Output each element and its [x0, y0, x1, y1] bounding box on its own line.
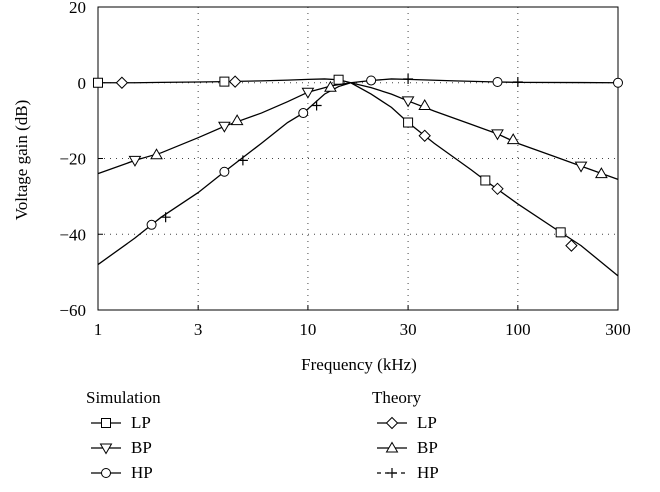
y-tick-label: 0 [78, 74, 87, 93]
data-point-theory-hp [311, 100, 322, 111]
series-simulation-lp [93, 74, 619, 277]
series-theory-lp [115, 75, 578, 252]
series-simulation-hp [97, 75, 623, 266]
x-tick-label: 30 [400, 320, 417, 339]
data-point-simulation-hp [366, 75, 377, 86]
legend-entry: HP [417, 463, 439, 482]
legend-marker [99, 443, 113, 455]
data-point-theory-hp [160, 212, 171, 223]
data-point-simulation-lp [555, 227, 566, 238]
data-point-theory-lp [228, 75, 242, 88]
series-theory-hp [160, 73, 523, 223]
data-point-simulation-bp [218, 121, 231, 133]
series-theory-bp [150, 80, 608, 179]
legend-entry: LP [131, 413, 151, 432]
data-point-simulation-hp [492, 76, 503, 87]
plot-series [93, 73, 623, 277]
data-point-simulation-lp [93, 77, 103, 88]
series-line-simulation-bp [97, 82, 619, 180]
legend-marker [385, 441, 399, 453]
legend: Simulation LP BP HP Theory LP BP HP [86, 388, 439, 482]
data-point-simulation-lp [403, 117, 414, 128]
series-line-simulation-hp [97, 78, 619, 266]
data-point-simulation-bp [491, 129, 504, 141]
grid [98, 7, 618, 310]
legend-entry: BP [131, 438, 152, 457]
legend-entry: LP [417, 413, 437, 432]
data-point-theory-hp [237, 155, 248, 166]
data-point-simulation-bp [401, 96, 415, 108]
data-point-simulation-bp [301, 87, 315, 99]
x-axis-label: Frequency (kHz) [301, 355, 417, 374]
x-tick-label: 10 [299, 320, 316, 339]
data-point-simulation-lp [480, 175, 491, 186]
data-point-theory-bp [418, 98, 432, 110]
data-point-theory-lp [418, 129, 431, 142]
tick-labels: 1 3 10 30 100 300 20 0 −20 −40 −60 [59, 0, 630, 339]
x-tick-label: 3 [194, 320, 203, 339]
x-tick-label: 1 [94, 320, 103, 339]
y-tick-label: −60 [59, 301, 86, 320]
data-point-theory-lp [115, 76, 129, 89]
data-point-theory-bp [595, 167, 608, 179]
legend-group-title: Simulation [86, 388, 161, 407]
legend-marker [101, 418, 111, 428]
data-point-simulation-bp [574, 161, 588, 173]
data-point-theory-bp [506, 133, 520, 145]
y-tick-label: −20 [59, 150, 86, 169]
data-point-theory-bp [150, 148, 163, 160]
data-point-simulation-lp [219, 76, 230, 87]
data-point-simulation-hp [613, 77, 623, 88]
data-point-theory-bp [230, 114, 244, 126]
data-point-simulation-hp [298, 108, 309, 119]
series-simulation-bp [97, 82, 619, 180]
legend-entry: HP [131, 463, 153, 482]
x-tick-label: 300 [605, 320, 631, 339]
data-point-simulation-hp [146, 219, 157, 230]
legend-marker [387, 468, 397, 478]
y-tick-label: 20 [69, 0, 86, 17]
data-point-simulation-hp [219, 166, 230, 177]
legend-entry: BP [417, 438, 438, 457]
y-axis-label: Voltage gain (dB) [12, 100, 31, 221]
y-tick-label: −40 [59, 225, 86, 244]
data-point-theory-bp [324, 80, 337, 92]
legend-marker [101, 468, 111, 478]
legend-group-title: Theory [372, 388, 422, 407]
data-point-theory-hp [512, 76, 523, 87]
legend-marker [385, 416, 399, 430]
series-line-simulation-lp [98, 78, 619, 277]
data-point-simulation-lp [333, 74, 344, 85]
data-point-simulation-bp [128, 155, 142, 167]
data-point-theory-hp [403, 73, 414, 84]
data-point-theory-lp [491, 182, 504, 196]
data-point-theory-lp [565, 239, 578, 252]
x-tick-label: 100 [505, 320, 531, 339]
